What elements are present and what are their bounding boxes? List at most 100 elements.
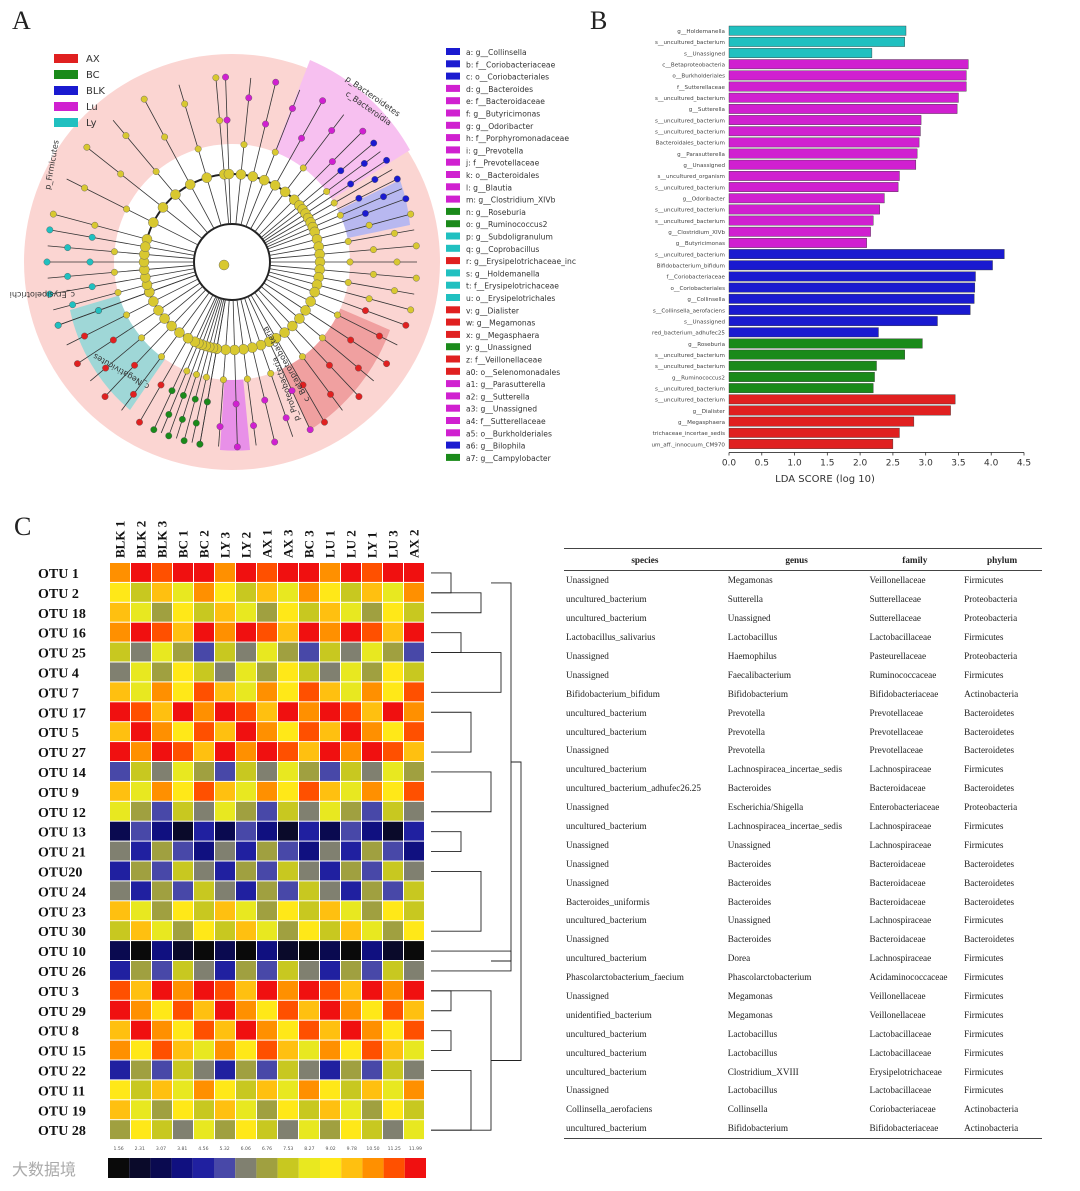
cladogram-node	[267, 370, 275, 377]
cladogram-node	[232, 400, 240, 408]
cladogram-node	[81, 184, 88, 192]
lda-bar-label: f__Coriobacteriaceae	[666, 275, 725, 281]
taxa-legend-swatch	[446, 232, 460, 240]
taxa-legend-swatch	[446, 121, 460, 129]
heatmap-column-label: LU 1	[323, 530, 338, 558]
lda-bar	[728, 92, 959, 103]
heatmap-cell	[257, 602, 277, 622]
dendrogram-branch	[431, 990, 452, 1012]
heatmap-cell	[257, 881, 277, 901]
heatmap-cell	[278, 961, 298, 980]
cladogram-node	[166, 320, 177, 332]
lda-bar	[728, 59, 969, 70]
heatmap-cell	[299, 742, 319, 761]
cladogram-node	[86, 258, 94, 266]
lda-bar-label: g__Ruminococcus2	[672, 375, 725, 381]
heatmap-cell	[173, 1000, 193, 1020]
lda-bar-label: trichaceae_incertae_sedis	[653, 431, 726, 437]
table-cell: Bacteroidetes	[964, 783, 1015, 794]
heatmap-cell	[404, 1040, 424, 1060]
table-row: uncultured_bacterium Prevotella Prevotella…	[564, 722, 1042, 741]
heatmap-cell	[341, 980, 361, 1000]
colorbar-tick-label: 4.56	[198, 1146, 208, 1152]
heatmap-cell	[215, 682, 235, 702]
heatmap-cell	[383, 722, 403, 742]
table-cell: Lactobacillaceae	[869, 1047, 932, 1058]
table-cell: Proteobacteria	[964, 802, 1018, 813]
cladogram-node	[240, 141, 248, 149]
lda-bar	[728, 159, 917, 170]
heatmap-cell	[278, 1080, 298, 1100]
lda-tick-label: 1.5	[820, 458, 834, 468]
cladogram-node	[235, 169, 247, 180]
group-legend-swatch	[54, 70, 78, 79]
cladogram-node	[391, 287, 398, 295]
table-cell: Prevotella	[727, 726, 765, 737]
cladogram-branch	[269, 245, 417, 260]
table-row: Bacteroides_uniformis Bacteroides Bacteroi…	[564, 892, 1042, 911]
heatmap-cell	[404, 722, 424, 742]
heatmap-cell	[257, 1000, 277, 1020]
cladogram-node	[289, 105, 296, 112]
heatmap-cell	[173, 941, 193, 960]
heatmap-cell	[110, 821, 130, 841]
heatmap-cell	[110, 881, 130, 901]
heatmap-row-label: OTU 18	[38, 607, 86, 622]
heatmap-cell	[257, 980, 277, 1000]
heatmap-cell	[215, 662, 235, 682]
cladogram-node	[319, 97, 327, 105]
heatmap-column-label: AX 2	[407, 529, 422, 558]
heatmap-cell	[320, 702, 340, 722]
table-cell: Unassigned	[566, 802, 609, 813]
heatmap-cell	[383, 861, 403, 881]
cladogram-node	[233, 443, 241, 451]
heatmap-column-label: AX 3	[281, 529, 296, 558]
heatmap-cell	[383, 841, 403, 861]
heatmap-cell	[278, 582, 298, 602]
cladogram-node	[245, 94, 253, 102]
heatmap-cell	[341, 1060, 361, 1080]
colorbar-segment	[235, 1158, 257, 1178]
heatmap-cell	[194, 563, 214, 582]
heatmap-cell	[278, 642, 298, 662]
dendrogram-branch	[491, 582, 512, 962]
heatmap-cell	[320, 582, 340, 602]
heatmap-cell	[341, 662, 361, 682]
heatmap-cell	[215, 1060, 235, 1080]
heatmap-cell	[362, 961, 382, 980]
cladogram-node	[299, 381, 307, 389]
table-cell: Collinsella_aerofaciens	[566, 1104, 653, 1115]
cladogram-node	[346, 258, 354, 266]
table-cell: Unassigned	[566, 991, 609, 1002]
heatmap-cell	[341, 961, 361, 980]
heatmap-cell	[257, 622, 277, 642]
heatmap-cell	[131, 801, 151, 821]
heatmap-cell	[236, 682, 256, 702]
table-cell: Sutterellaceae	[869, 613, 921, 624]
cladogram-node	[165, 432, 173, 440]
heatmap-cell	[215, 961, 235, 980]
colorbar-tick-label: 9.78	[347, 1146, 357, 1152]
table-cell: Lachnospiraceae	[869, 764, 932, 775]
heatmap-cell	[299, 702, 319, 722]
lda-bar	[728, 282, 976, 293]
cladogram-node	[347, 180, 355, 188]
heatmap-cell	[299, 841, 319, 861]
table-cell: Lachnospiracea_incertae_sedis	[727, 764, 843, 775]
heatmap-cell	[131, 642, 151, 662]
heatmap-cell	[257, 1080, 277, 1100]
cladogram-branch	[254, 114, 345, 232]
cladogram-node	[123, 311, 130, 319]
cladogram-branch	[263, 282, 387, 364]
taxa-legend-label: i: g__Prevotella	[466, 146, 523, 155]
heatmap-cell	[236, 582, 256, 602]
lda-bar	[728, 48, 873, 58]
heatmap-cell	[236, 1060, 256, 1080]
heatmap-cell	[320, 563, 340, 582]
heatmap-cell	[320, 1060, 340, 1080]
heatmap-cell	[152, 602, 172, 622]
heatmap-cell	[362, 841, 382, 861]
cladogram-node	[192, 419, 200, 427]
cladogram-node	[229, 344, 240, 356]
cladogram-node	[376, 332, 383, 340]
